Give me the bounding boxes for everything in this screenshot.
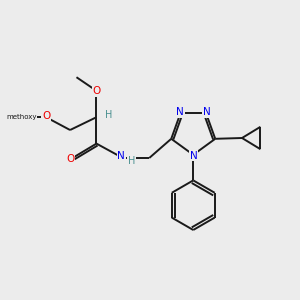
- Text: N: N: [176, 107, 184, 117]
- Text: N: N: [190, 151, 197, 160]
- Text: O: O: [66, 154, 75, 164]
- Text: O: O: [42, 111, 50, 122]
- Text: N: N: [202, 107, 210, 117]
- Text: N: N: [117, 152, 125, 161]
- Text: H: H: [105, 110, 112, 120]
- Text: H: H: [128, 156, 135, 166]
- Text: methoxy: methoxy: [6, 114, 37, 120]
- Text: O: O: [42, 112, 50, 122]
- Text: O: O: [92, 86, 101, 96]
